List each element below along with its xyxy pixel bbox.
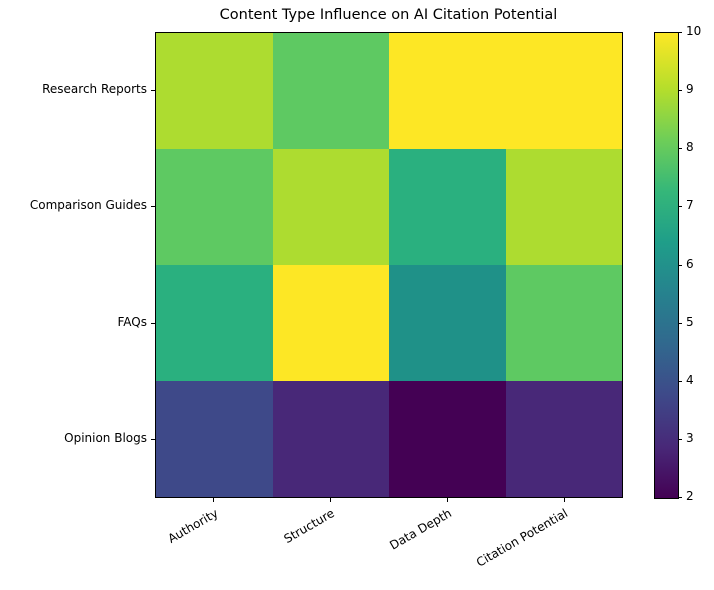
colorbar-tick-label: 8 <box>686 140 694 155</box>
heatmap-grid <box>156 33 622 497</box>
heatmap-cell <box>272 33 389 149</box>
tick-mark <box>330 498 332 502</box>
heatmap-cell <box>505 265 622 381</box>
tick-mark <box>678 497 682 498</box>
colorbar <box>654 32 679 499</box>
tick-mark <box>213 498 215 502</box>
heatmap-cell <box>389 149 506 265</box>
heatmap-cell <box>156 381 273 497</box>
tick-mark <box>151 322 155 324</box>
tick-mark <box>678 438 682 440</box>
colorbar-tick-label: 7 <box>686 198 694 213</box>
colorbar-tick-label: 5 <box>686 314 694 329</box>
heatmap-cell <box>272 381 389 497</box>
heatmap-cell <box>505 33 622 149</box>
tick-mark <box>446 498 448 502</box>
tick-mark <box>678 264 682 266</box>
heatmap-cell <box>505 149 622 265</box>
heatmap-cell <box>389 381 506 497</box>
heatmap-cell <box>272 265 389 381</box>
x-tick-label: Structure <box>281 506 338 547</box>
x-tick-label: Authority <box>165 506 221 546</box>
colorbar-tick-label: 4 <box>686 372 694 387</box>
tick-mark <box>151 438 155 440</box>
tick-mark <box>678 322 682 324</box>
colorbar-tick-label: 10 <box>686 24 702 38</box>
tick-mark <box>151 206 155 208</box>
tick-mark <box>678 90 682 92</box>
colorbar-tick-label: 6 <box>686 256 694 271</box>
heatmap-cell <box>389 265 506 381</box>
heatmap-cell <box>272 149 389 265</box>
tick-mark <box>563 498 565 502</box>
heatmap-cell <box>156 265 273 381</box>
tick-mark <box>678 148 682 150</box>
tick-mark <box>678 32 682 33</box>
x-tick-label: Citation Potential <box>474 506 571 570</box>
tick-mark <box>678 380 682 382</box>
heatmap-cell <box>389 33 506 149</box>
heatmap-cell <box>505 381 622 497</box>
heatmap-axes <box>155 32 623 498</box>
colorbar-tick-label: 3 <box>686 430 694 445</box>
heatmap-cell <box>156 149 273 265</box>
tick-mark <box>151 90 155 92</box>
heatmap-cell <box>156 33 273 149</box>
x-tick-label: Data Depth <box>387 506 454 553</box>
y-tick-label: Research Reports <box>42 82 147 97</box>
colorbar-tick-label: 2 <box>686 489 694 503</box>
y-tick-label: FAQs <box>117 314 148 329</box>
tick-mark <box>678 206 682 208</box>
chart-title: Content Type Influence on AI Citation Po… <box>219 7 558 23</box>
y-tick-label: Opinion Blogs <box>64 430 147 445</box>
y-tick-label: Comparison Guides <box>29 198 147 213</box>
colorbar-tick-label: 9 <box>686 82 694 97</box>
